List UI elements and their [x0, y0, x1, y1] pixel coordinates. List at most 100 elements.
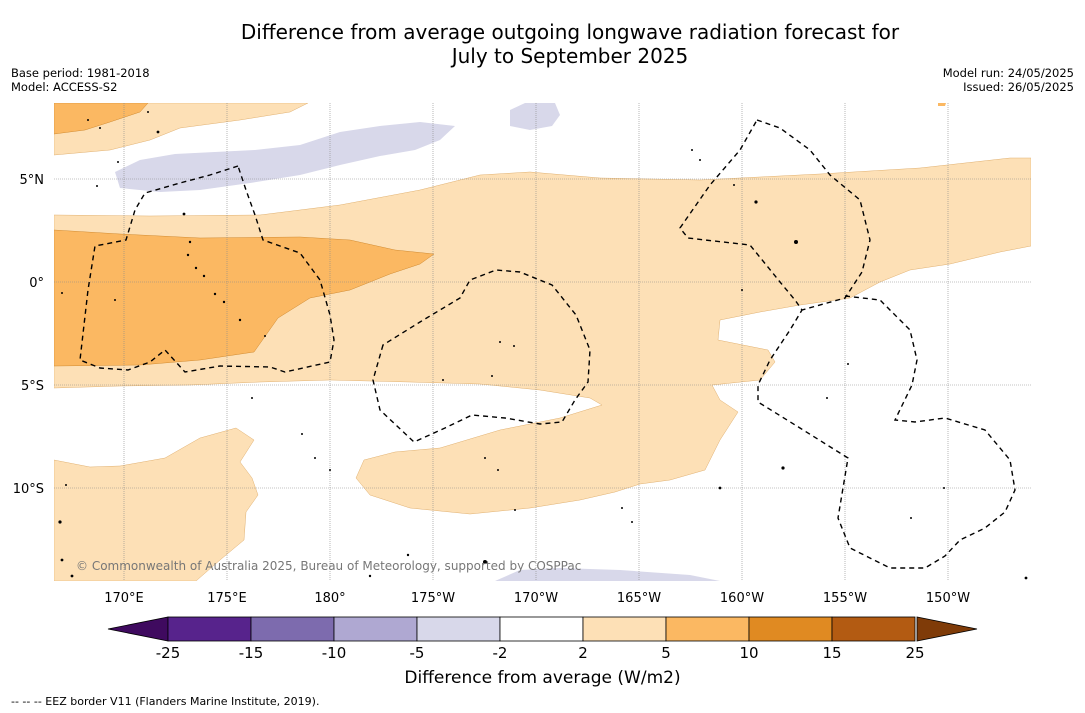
colorbar-over-arrow [916, 616, 978, 642]
lat-label: 10°S [13, 482, 44, 497]
lat-label: 5°N [20, 173, 45, 188]
colorbar-label: Difference from average (W/m2) [404, 668, 681, 688]
island [188, 240, 192, 244]
lon-label: 170°E [104, 591, 144, 606]
island [513, 345, 515, 347]
island [514, 509, 516, 511]
island [483, 560, 487, 564]
island [60, 558, 64, 562]
chart-title: Difference from average outgoing longwav… [0, 20, 1085, 68]
lon-label: 165°W [617, 591, 661, 606]
island [251, 397, 253, 399]
island [691, 149, 693, 151]
colorbar-box [333, 616, 418, 642]
eez-border-central [372, 269, 591, 443]
island [213, 292, 217, 296]
copyright-text: © Commonwealth of Australia 2025, Bureau… [76, 559, 581, 573]
island [87, 119, 89, 121]
meta-left: Base period: 1981-2018 Model: ACCESS-S2 [11, 66, 150, 94]
meta-right: Model run: 24/05/2025 Issued: 26/05/2025 [943, 66, 1074, 94]
title-line-1: Difference from average outgoing longwav… [240, 20, 900, 44]
lat-label: 5°S [21, 379, 44, 394]
island [794, 240, 798, 244]
colorbar-under-arrow [107, 616, 169, 642]
island [910, 517, 912, 519]
lon-label: 150°W [926, 591, 970, 606]
colorbar-tick-label: -10 [322, 644, 347, 662]
islands [58, 111, 1028, 580]
island [264, 335, 266, 337]
island [499, 341, 501, 343]
island [484, 457, 486, 459]
eez-border-east-small [757, 295, 1016, 569]
lon-label: 155°W [823, 591, 867, 606]
island [442, 379, 444, 381]
colorbar-box [167, 616, 252, 642]
island [186, 253, 190, 257]
mid-orange-speck [938, 103, 946, 106]
island [147, 111, 149, 113]
lat-labels: 5°N 0° 5°S 10°S [13, 173, 44, 497]
island [238, 318, 242, 322]
island [156, 130, 160, 134]
colorbar-box [250, 616, 335, 642]
island [497, 469, 499, 471]
island [943, 487, 945, 489]
model-run: Model run: 24/05/2025 [942, 66, 1074, 80]
eez-border-west [79, 165, 335, 373]
colorbar-tick-label: 10 [739, 644, 758, 662]
lon-labels: 170°E 175°E 180° 175°W 170°W 165°W 160°W… [104, 591, 970, 606]
colorbar-tick-label: 2 [578, 644, 588, 662]
map-area: © Commonwealth of Australia 2025, Bureau… [54, 103, 1031, 581]
eez-footnote: -- -- -- EEZ border V11 (Flanders Marine… [11, 695, 320, 708]
island [222, 300, 226, 304]
mid-orange-region-nw [54, 103, 149, 135]
island [194, 266, 198, 270]
island [826, 397, 828, 399]
island [621, 507, 623, 509]
colorbar-tick-label: -25 [156, 644, 181, 662]
island [329, 469, 331, 471]
lon-label: 175°E [207, 591, 247, 606]
island [96, 185, 98, 187]
island [699, 159, 701, 161]
lon-label: 180° [314, 591, 345, 606]
colorbar-tick-label: 5 [661, 644, 671, 662]
island [406, 553, 410, 557]
island [754, 200, 758, 204]
lon-label: 170°W [514, 591, 558, 606]
grid-lines [54, 103, 1031, 581]
island [781, 466, 785, 470]
colorbar-box [499, 616, 584, 642]
island [847, 363, 849, 365]
issued-date: Issued: 26/05/2025 [963, 80, 1074, 94]
island [117, 161, 119, 163]
island [202, 274, 206, 278]
island [182, 212, 186, 216]
island [368, 574, 372, 578]
island [1024, 576, 1028, 580]
colorbar-box [416, 616, 501, 642]
eez-borders [79, 119, 1016, 569]
island [70, 574, 74, 578]
island [314, 457, 316, 459]
lon-label: 160°W [720, 591, 764, 606]
island [114, 299, 116, 301]
colorbar-tick-label: -2 [493, 644, 508, 662]
model-name: Model: ACCESS-S2 [11, 80, 118, 94]
colorbar: -25 -15 -10 -5 -2 2 5 10 15 25 [107, 616, 978, 662]
island [65, 484, 67, 486]
lavender-region-south [495, 568, 720, 581]
island [61, 292, 63, 294]
island [301, 433, 303, 435]
island [718, 486, 722, 490]
colorbar-boxes [167, 616, 916, 642]
colorbar-box [748, 616, 833, 642]
lavender-region-north [115, 122, 455, 192]
mid-orange-region-west [54, 229, 435, 367]
lat-label: 0° [29, 276, 44, 291]
island [491, 375, 493, 377]
island [733, 184, 735, 186]
colorbar-tick-label: 25 [905, 644, 924, 662]
